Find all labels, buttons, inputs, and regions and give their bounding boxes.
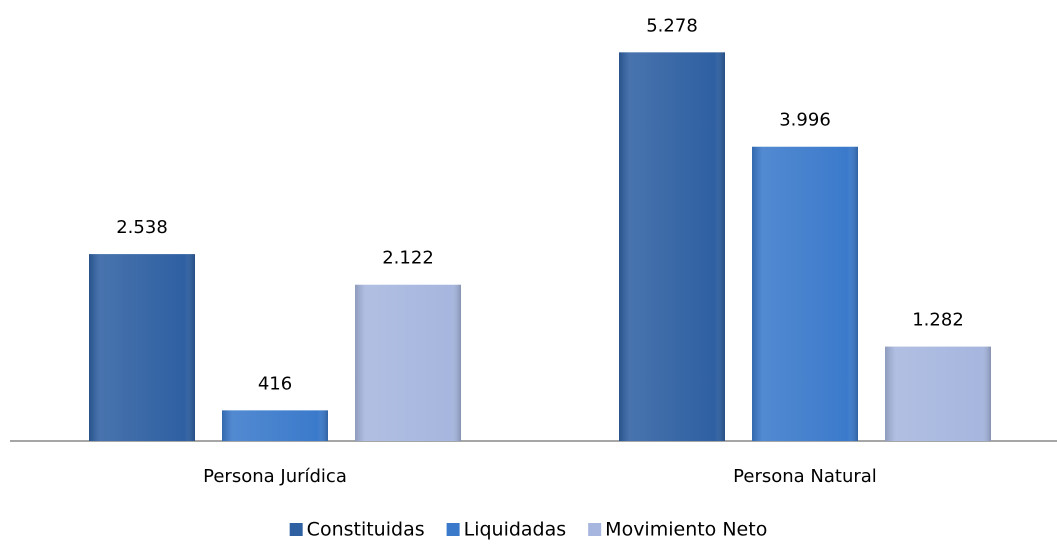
bar-shade [885,346,991,441]
value-label: 3.996 [779,110,831,131]
bar-shade [89,254,195,441]
legend-label: Constituidas [307,519,425,541]
bar-shade [222,410,328,441]
legend-swatch [446,523,460,536]
bar-shade [752,146,858,441]
value-label: 2.122 [382,248,434,269]
x-tick-label: Persona Natural [733,466,877,487]
value-label: 5.278 [646,15,698,36]
bar-shade [619,52,725,442]
legend-swatch [588,523,602,536]
legend-label: Movimiento Neto [605,519,767,541]
value-label: 1.282 [912,310,964,331]
value-label: 416 [258,373,292,394]
value-label: 2.538 [116,217,168,238]
x-tick-label: Persona Jurídica [203,466,347,487]
bar-shade [355,284,461,441]
legend-swatch [289,523,303,536]
legend-label: Liquidadas [464,519,567,541]
